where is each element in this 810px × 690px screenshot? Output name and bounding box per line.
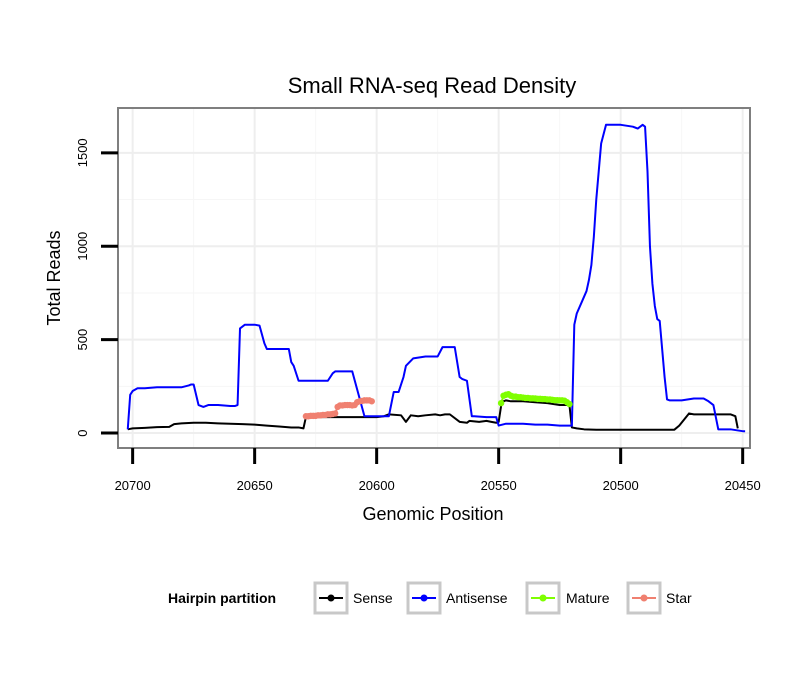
y-tick-label-2: 1000 — [75, 232, 90, 261]
point-mature-28 — [566, 400, 573, 408]
legend-item-mature: Mature — [525, 581, 610, 615]
grid — [118, 108, 750, 448]
legend-label-mature: Mature — [566, 590, 610, 606]
y-tick-label-3: 1500 — [75, 138, 90, 167]
legend-title: Hairpin partition — [168, 590, 276, 606]
x-tick-label-5: 20450 — [725, 478, 761, 493]
chart-title: Small RNA-seq Read Density — [288, 73, 577, 98]
point-star-12 — [331, 410, 339, 417]
point-mature-0 — [497, 399, 505, 407]
x-tick-label-2: 20600 — [359, 478, 395, 493]
x-axis-title: Genomic Position — [362, 504, 503, 524]
series-layer — [126, 123, 746, 433]
series-line-antisense — [126, 123, 746, 433]
point-star-27 — [368, 398, 375, 405]
y-axis-title: Total Reads — [44, 230, 64, 325]
legend-label-star: Star — [666, 590, 692, 606]
x-tick-label-1: 20650 — [237, 478, 273, 493]
legend-key-dot-mature — [539, 594, 547, 602]
legend-label-sense: Sense — [353, 590, 393, 606]
series-antisense — [126, 123, 746, 433]
series-line-sense — [127, 399, 739, 431]
legend-key-dot-antisense — [420, 594, 428, 602]
series-star — [302, 397, 375, 420]
legend-item-sense: Sense — [313, 581, 393, 615]
y-axis: 0 500 1000 1500 — [75, 138, 118, 437]
y-tick-label-0: 0 — [75, 429, 90, 436]
plot-area — [118, 108, 750, 448]
legend: Hairpin partition Sense Antisense Mature St… — [168, 581, 692, 615]
x-axis: 20700 20650 20600 20550 20500 20450 — [115, 448, 761, 493]
legend-key-dot-star — [640, 594, 648, 602]
legend-item-antisense: Antisense — [406, 581, 508, 615]
x-tick-label-0: 20700 — [115, 478, 151, 493]
legend-label-antisense: Antisense — [446, 590, 508, 606]
y-tick-label-1: 500 — [75, 329, 90, 351]
legend-item-star: Star — [626, 581, 692, 615]
plot-border — [117, 107, 751, 449]
x-tick-label-4: 20500 — [603, 478, 639, 493]
x-tick-label-3: 20550 — [481, 478, 517, 493]
series-sense — [127, 399, 739, 431]
legend-key-dot-sense — [327, 594, 335, 602]
series-mature — [497, 390, 573, 408]
